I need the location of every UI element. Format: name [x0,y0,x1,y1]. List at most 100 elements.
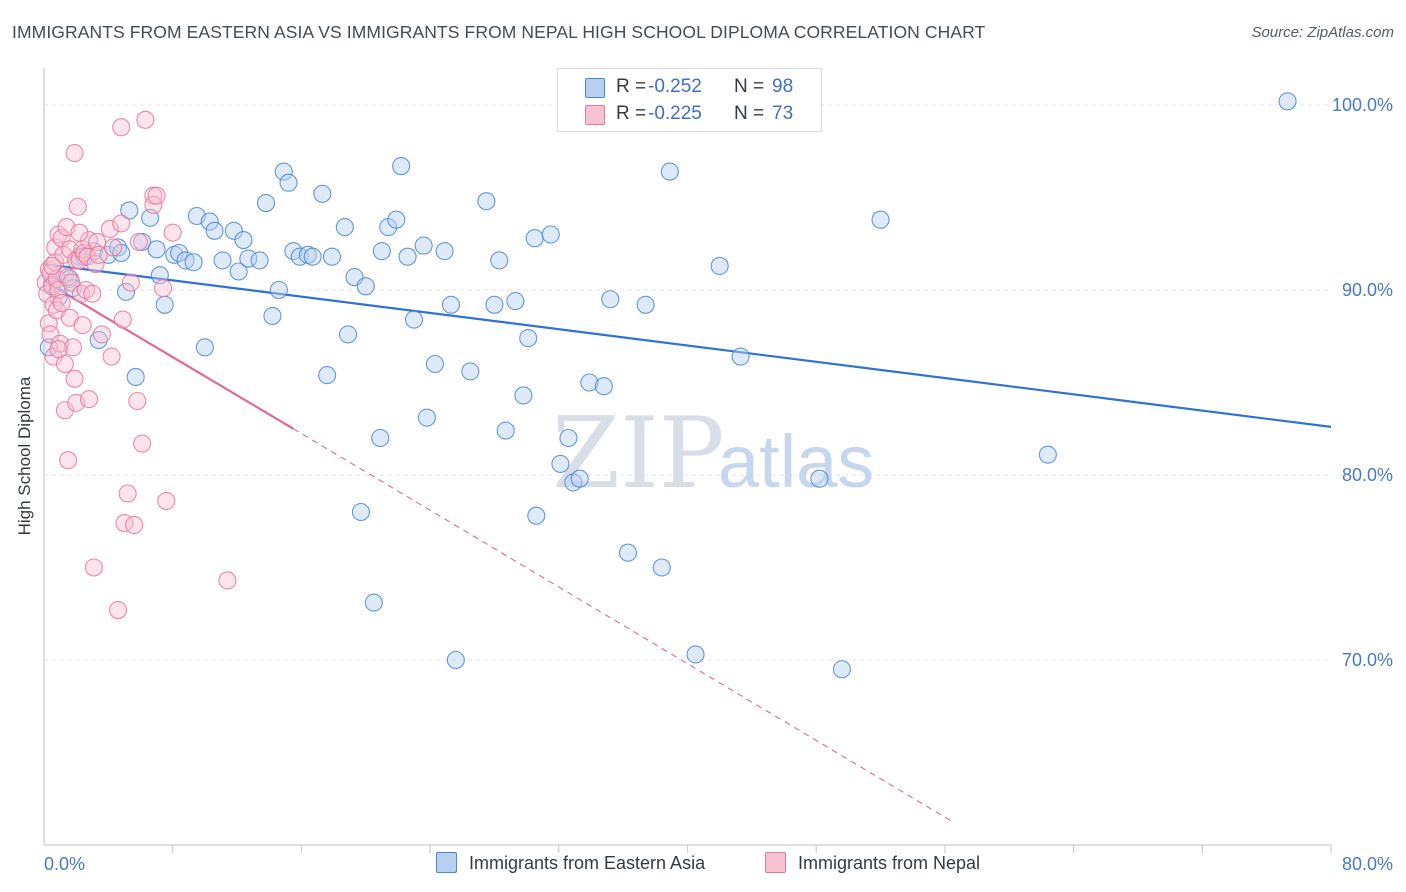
data-point-nepal [136,110,155,129]
data-point-nepal [41,325,60,344]
data-point-nepal [89,245,108,264]
data-point-eastern-asia [398,247,417,266]
legend-r-value: -0.252 [648,76,702,97]
x-tick-label-min: 0.0% [44,854,85,874]
chart-title: IMMIGRANTS FROM EASTERN ASIA VS IMMIGRAN… [12,22,986,42]
data-point-nepal [112,118,131,137]
bottom-legend-swatch-pink [765,852,786,873]
source-credit: Source: ZipAtlas.com [1251,24,1394,41]
data-point-nepal [52,293,71,313]
data-point-eastern-asia [356,277,375,296]
data-point-eastern-asia [580,373,599,392]
data-point-eastern-asia [519,329,538,348]
data-point-eastern-asia [506,292,525,311]
data-point-eastern-asia [417,408,436,427]
data-point-eastern-asia [126,367,145,387]
data-point-eastern-asia [229,262,248,281]
data-point-nepal [68,197,87,216]
data-point-nepal [113,310,132,329]
data-point-nepal [147,186,166,205]
data-point-eastern-asia [234,231,253,250]
data-point-nepal [63,338,83,357]
data-point-eastern-asia [213,251,232,270]
trend-lines [43,263,1332,822]
data-point-eastern-asia [200,212,219,231]
data-point-nepal [218,571,237,590]
data-point-nepal [49,340,68,359]
data-point-eastern-asia [731,347,750,366]
x-axis-ticks [172,845,1332,853]
data-point-eastern-asia [371,428,390,448]
y-tick-label: 90.0% [1342,280,1393,300]
trend-line-nepal [43,279,294,430]
data-point-eastern-asia [551,454,570,473]
y-axis-label: High School Diploma [15,376,34,535]
legend-r-label: R = [616,103,647,124]
data-point-eastern-asia [155,295,174,314]
data-point-nepal [104,238,123,257]
data-point-eastern-asia [256,194,276,213]
data-point-eastern-asia [205,221,224,240]
data-point-eastern-asia [559,428,578,448]
data-point-nepal [129,232,148,251]
data-point-eastern-asia [525,229,544,248]
data-point-nepal [55,401,74,420]
data-point-nepal [163,223,182,242]
legend-n-label: N = [734,103,765,124]
bottom-legend-nepal: Immigrants from Nepal [765,852,980,874]
data-point-eastern-asia [89,330,108,350]
data-point-eastern-asia [425,354,444,374]
data-point-eastern-asia [660,162,679,181]
data-point-eastern-asia [351,502,370,522]
data-point-eastern-asia [364,593,383,612]
data-point-eastern-asia [404,310,424,329]
data-point-nepal [42,256,62,276]
data-point-eastern-asia [239,249,258,268]
data-point-eastern-asia [441,295,461,314]
data-point-eastern-asia [496,421,515,440]
data-point-eastern-asia [184,253,203,272]
legend-r-value: -0.225 [648,103,702,124]
data-point-eastern-asia [686,645,705,664]
data-point-eastern-asia [485,295,504,314]
legend-r-label: R = [616,76,647,97]
data-point-eastern-asia [313,184,332,203]
data-point-nepal [108,600,128,620]
data-point-eastern-asia [618,543,638,562]
bottom-legend-swatch-blue [436,852,457,873]
x-tick-label-max: 80.0% [1342,854,1393,874]
data-point-eastern-asia [1038,445,1057,464]
legend-row-eastern-asia: R = -0.252 N = 98 [558,74,821,102]
series-nepal-points [36,110,237,620]
data-point-eastern-asia [636,295,655,314]
data-point-eastern-asia [116,282,136,301]
legend-row-nepal: R = -0.225 N = 73 [558,101,821,129]
y-tick-labels: 70.0% 80.0% 90.0% 100.0% [1332,95,1393,670]
data-point-eastern-asia [832,660,851,679]
data-point-nepal [65,144,84,163]
data-point-eastern-asia [570,469,589,488]
data-point-nepal [112,214,131,233]
data-point-eastern-asia [810,469,829,488]
legend-n-value: 98 [772,76,794,97]
data-point-nepal [59,451,78,470]
data-point-eastern-asia [195,338,214,357]
data-point-eastern-asia [250,251,269,270]
data-point-eastern-asia [372,242,391,261]
bottom-legend-label: Immigrants from Eastern Asia [469,853,706,873]
bottom-legend-eastern-asia: Immigrants from Eastern Asia [436,852,705,874]
legend-swatch-blue [585,78,605,98]
y-tick-label: 70.0% [1342,650,1393,670]
data-point-nepal [73,316,92,335]
data-point-eastern-asia [871,210,890,229]
data-point-eastern-asia [274,162,293,181]
gridlines [44,104,1331,661]
data-point-eastern-asia [490,251,509,270]
zipatlas-watermark: ZIP atlas [552,397,874,511]
data-point-eastern-asia [322,247,342,266]
data-point-nepal [125,515,144,535]
data-point-eastern-asia [477,192,496,211]
data-point-nepal [157,491,176,510]
data-point-eastern-asia [224,221,243,240]
